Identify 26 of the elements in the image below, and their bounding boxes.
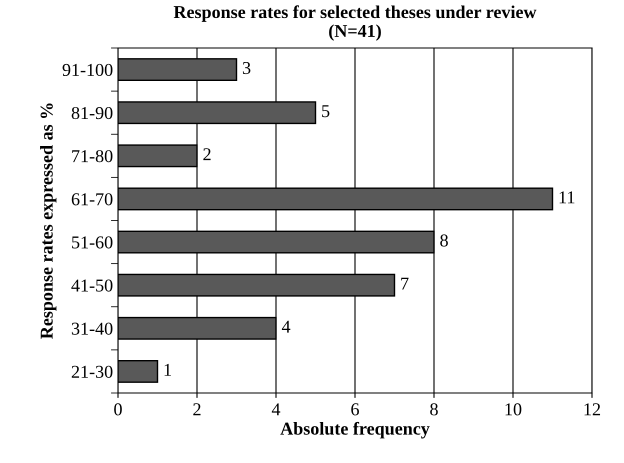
data-label: 4 (282, 320, 290, 333)
data-label: 5 (322, 105, 330, 118)
y-tick-label: 71-80 (72, 150, 112, 162)
x-tick-label: 6 (351, 403, 359, 416)
chart-title: Response rates for selected theses under review (N=41) (174, 5, 536, 41)
y-tick-label: 91-100 (62, 64, 112, 76)
x-tick-label: 2 (193, 403, 201, 416)
data-label: 2 (203, 148, 211, 160)
y-tick-label: 31-40 (72, 322, 112, 335)
x-tick-label: 4 (272, 403, 280, 416)
x-tick-label: 8 (430, 403, 438, 416)
x-axis-title: Absolute frequency (280, 422, 430, 438)
data-label: 11 (560, 191, 574, 204)
data-label: 7 (401, 278, 409, 290)
y-tick-label: 81-90 (72, 106, 112, 120)
y-tick-label: 51-60 (72, 236, 112, 249)
y-tick-label: 61-70 (72, 193, 112, 206)
x-tick-label: 12 (584, 403, 600, 416)
x-tick-label: 10 (506, 403, 522, 416)
x-tick-label: 0 (114, 403, 122, 416)
data-label: 8 (440, 234, 448, 247)
data-label: 1 (164, 364, 171, 376)
y-tick-label: 21-30 (72, 366, 112, 378)
y-tick-label: 41-50 (71, 279, 112, 292)
data-label: 3 (242, 62, 250, 74)
y-axis-title: Response rates expressed as % (40, 104, 56, 339)
